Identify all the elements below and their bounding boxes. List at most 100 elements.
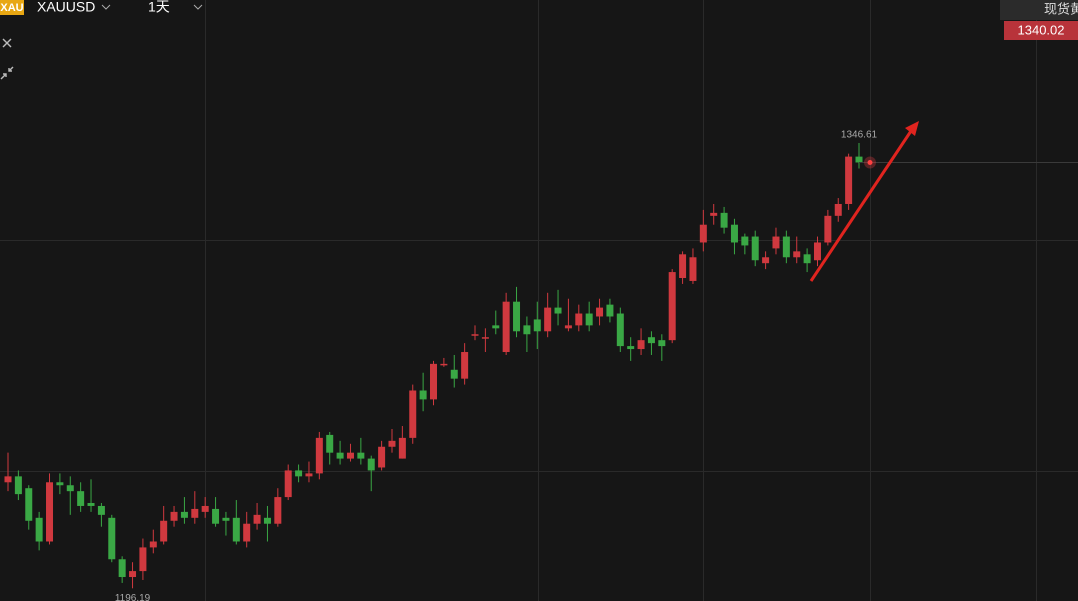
candle-body <box>77 491 85 506</box>
last-price: 1340.02 <box>1018 22 1065 37</box>
candle-body <box>46 482 54 542</box>
candle-body <box>201 505 209 512</box>
period[interactable]: 1天 <box>148 0 170 15</box>
candle-body <box>56 482 64 486</box>
candle-body <box>523 325 531 335</box>
candle-body <box>596 307 604 317</box>
candle-body <box>253 514 261 524</box>
candle-body <box>637 340 645 350</box>
close-icon[interactable] <box>2 38 12 48</box>
candle-body <box>762 257 770 264</box>
candle-body <box>730 224 738 243</box>
candle-body <box>305 473 313 477</box>
candle-body <box>118 559 126 578</box>
candle-body <box>616 313 624 347</box>
candle-body <box>668 272 676 341</box>
candle-body <box>679 254 687 278</box>
price-title: 现货黄 <box>1044 1 1078 16</box>
candle-body <box>689 257 697 281</box>
candle-body <box>824 215 832 243</box>
candle-body <box>388 440 396 447</box>
candle-body <box>191 508 199 518</box>
candle-body <box>575 313 583 326</box>
symbol-icon <box>0 0 24 15</box>
candle-body <box>97 505 105 515</box>
candle-body <box>409 390 417 438</box>
candle-body <box>222 517 230 521</box>
candle-body <box>160 520 168 542</box>
candle-body <box>357 452 365 459</box>
candle-body <box>720 212 728 228</box>
candle-body <box>793 251 801 258</box>
candle-body <box>647 337 655 344</box>
candle-body <box>658 340 666 347</box>
candle-body <box>25 488 33 521</box>
plot: 1346.61 1196.19 <box>4 130 1078 601</box>
candle-body <box>139 547 147 572</box>
dropdown-arrow[interactable] <box>193 4 203 10</box>
price-box <box>1004 21 1078 40</box>
candle-body <box>149 541 157 548</box>
candle-body <box>564 325 572 329</box>
arrow-head <box>905 121 919 136</box>
candle-body <box>180 511 188 518</box>
candle-body <box>772 236 780 249</box>
price-panel <box>1000 0 1078 20</box>
candle-body <box>419 390 427 400</box>
candle-body <box>326 434 334 453</box>
candle-body <box>336 452 344 459</box>
max-label: 1346.61 <box>841 130 878 141</box>
candle-body <box>14 476 22 495</box>
candle-body <box>699 224 707 243</box>
shrink-icon[interactable] <box>0 66 14 80</box>
candle-body <box>471 334 479 336</box>
candle-body <box>585 313 593 326</box>
candle-body <box>108 517 116 560</box>
candle-body <box>274 497 282 524</box>
candle-body <box>398 437 406 459</box>
candle-body <box>855 156 863 163</box>
candle-body <box>295 470 303 477</box>
candle-body <box>367 458 375 471</box>
candle-body <box>741 236 749 246</box>
candle-body <box>440 363 448 366</box>
candle-body <box>35 517 43 542</box>
candle-body <box>533 319 541 332</box>
candle-body <box>554 307 562 314</box>
candle-body <box>492 325 500 329</box>
min-label: 1196.19 <box>115 593 151 601</box>
candle-body <box>751 236 759 261</box>
symbol[interactable]: XAUUSD <box>37 0 95 15</box>
candle-body <box>232 517 240 542</box>
candle-body <box>129 571 137 578</box>
candle-body <box>450 369 458 379</box>
candle-body <box>834 203 842 216</box>
candle-body <box>212 508 220 524</box>
candle-body <box>627 346 635 350</box>
candle-body <box>315 437 323 474</box>
candle-body <box>346 452 354 459</box>
candle-body <box>263 517 271 524</box>
candle-body <box>544 307 552 332</box>
candle-body <box>606 304 614 317</box>
candle-body <box>243 523 251 542</box>
candle-body <box>803 254 811 264</box>
candle-body <box>284 470 292 498</box>
dropdown-arrow[interactable] <box>101 4 111 10</box>
symbol-icon-text: XAU <box>0 2 23 14</box>
candle-body <box>66 485 74 492</box>
candle-body <box>378 446 386 468</box>
candle-body <box>710 212 718 216</box>
candle-body <box>782 236 790 258</box>
candle-body <box>4 476 12 483</box>
arrow <box>809 127 915 282</box>
candle-body <box>481 337 489 339</box>
candle-body <box>502 301 510 353</box>
last-price-dot <box>867 159 873 165</box>
candle-body <box>845 156 853 204</box>
candle-body <box>513 301 521 332</box>
candle-body <box>87 503 95 506</box>
